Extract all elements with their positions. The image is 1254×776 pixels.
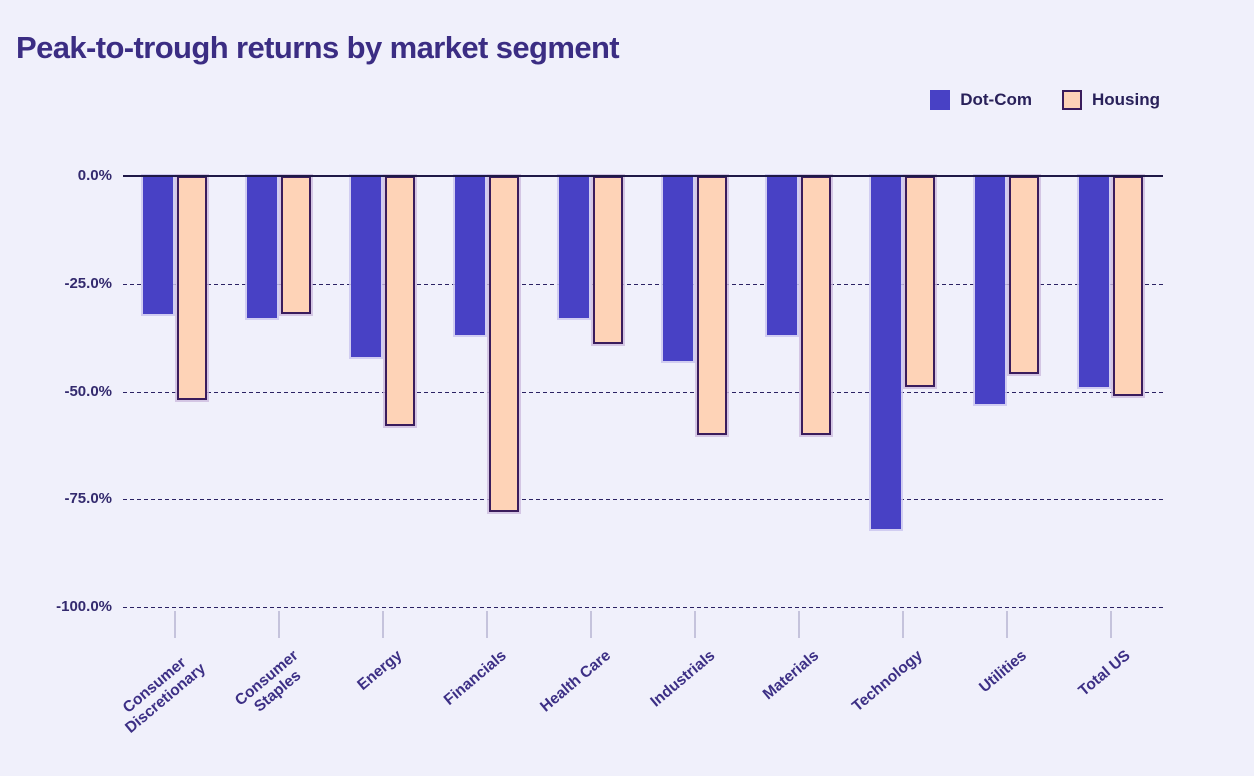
bar-housing-technology[interactable]: [905, 176, 935, 388]
bar-housing-utilities[interactable]: [1009, 176, 1039, 375]
legend-label-housing: Housing: [1092, 90, 1160, 109]
chart-title: Peak-to-trough returns by market segment: [16, 30, 620, 65]
bar-housing-energy[interactable]: [385, 176, 415, 426]
category-label-consumer-discretionary: Consumer Discretionary: [119, 654, 210, 738]
x-axis-tick: [1110, 611, 1112, 638]
plot-area: [123, 175, 1163, 608]
legend-label-dot-com: Dot-Com: [960, 90, 1032, 109]
zero-axis-line: [123, 175, 1163, 177]
bar-housing-industrials[interactable]: [697, 176, 727, 435]
category-label-financials: Financials: [440, 647, 510, 709]
y-tick-label: -50.0%: [64, 382, 112, 400]
category-label-industrials: Industrials: [646, 647, 718, 711]
x-axis-tick: [590, 611, 592, 638]
x-axis-tick: [902, 611, 904, 638]
bar-housing-total-us[interactable]: [1113, 176, 1143, 396]
bar-dot-com-utilities[interactable]: [975, 176, 1005, 405]
housing-swatch-icon: [1062, 90, 1082, 110]
bar-housing-health-care[interactable]: [593, 176, 623, 345]
x-axis-tick: [486, 611, 488, 638]
category-label-total-us: Total US: [1075, 647, 1134, 700]
bar-housing-materials[interactable]: [801, 176, 831, 435]
y-tick-label: -100.0%: [56, 598, 112, 615]
bar-housing-consumer-staples[interactable]: [281, 176, 311, 314]
y-axis: 0.0% -25.0% -50.0% -75.0% -100.0%: [0, 167, 112, 615]
x-axis-tick: [382, 611, 384, 638]
bar-dot-com-consumer-discretionary[interactable]: [143, 176, 173, 314]
gridline--50.0%: [123, 391, 1163, 393]
x-axis: Consumer Discretionary Consumer Staples En…: [120, 607, 1163, 776]
x-axis-tick: [278, 611, 280, 638]
gridline--25.0%: [123, 283, 1163, 285]
category-label-health-care: Health Care: [537, 647, 614, 716]
y-tick-label: 0.0%: [77, 167, 112, 184]
gridline--75.0%: [123, 499, 1163, 501]
bar-dot-com-energy[interactable]: [351, 176, 381, 358]
y-tick-label: -25.0%: [64, 274, 112, 292]
bar-dot-com-industrials[interactable]: [663, 176, 693, 362]
legend: Dot-Com Housing: [930, 90, 1160, 110]
category-label-technology: Technology: [849, 647, 926, 716]
category-label-materials: Materials: [759, 647, 822, 704]
category-label-consumer-staples: Consumer Staples: [232, 647, 305, 716]
bar-housing-financials[interactable]: [489, 176, 519, 513]
bar-dot-com-materials[interactable]: [767, 176, 797, 336]
bar-dot-com-total-us[interactable]: [1079, 176, 1109, 388]
x-axis-tick: [174, 611, 176, 638]
x-axis-tick: [798, 611, 800, 638]
y-tick-label: -75.0%: [64, 490, 112, 508]
category-label-utilities: Utilities: [976, 647, 1030, 697]
gridline--100.0%: [123, 607, 1163, 608]
dot-com-swatch-icon: [930, 90, 951, 110]
bar-housing-consumer-discretionary[interactable]: [177, 176, 207, 401]
x-axis-tick: [1006, 611, 1008, 638]
bar-dot-com-consumer-staples[interactable]: [247, 176, 277, 319]
bar-dot-com-health-care[interactable]: [559, 176, 589, 319]
legend-item-dot-com[interactable]: Dot-Com: [930, 90, 1032, 110]
bar-dot-com-technology[interactable]: [871, 176, 901, 530]
legend-item-housing[interactable]: Housing: [1062, 90, 1160, 110]
bar-dot-com-financials[interactable]: [455, 176, 485, 336]
category-label-energy: Energy: [354, 647, 406, 694]
x-axis-tick: [694, 611, 696, 638]
